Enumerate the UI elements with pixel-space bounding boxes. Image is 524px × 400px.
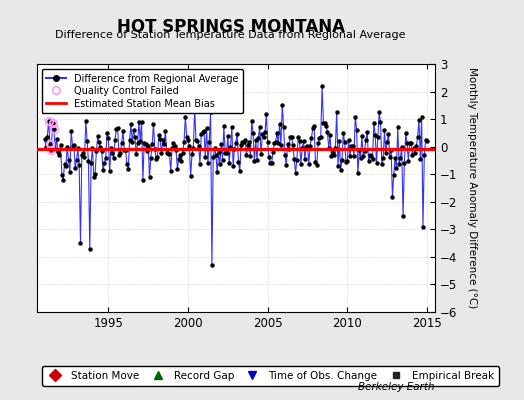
Text: HOT SPRINGS MONTANA: HOT SPRINGS MONTANA — [116, 18, 345, 36]
Y-axis label: Monthly Temperature Anomaly Difference (°C): Monthly Temperature Anomaly Difference (… — [466, 67, 477, 309]
Text: Berkeley Earth: Berkeley Earth — [358, 382, 435, 392]
Legend: Station Move, Record Gap, Time of Obs. Change, Empirical Break: Station Move, Record Gap, Time of Obs. C… — [42, 366, 499, 386]
Text: Difference of Station Temperature Data from Regional Average: Difference of Station Temperature Data f… — [56, 30, 406, 40]
